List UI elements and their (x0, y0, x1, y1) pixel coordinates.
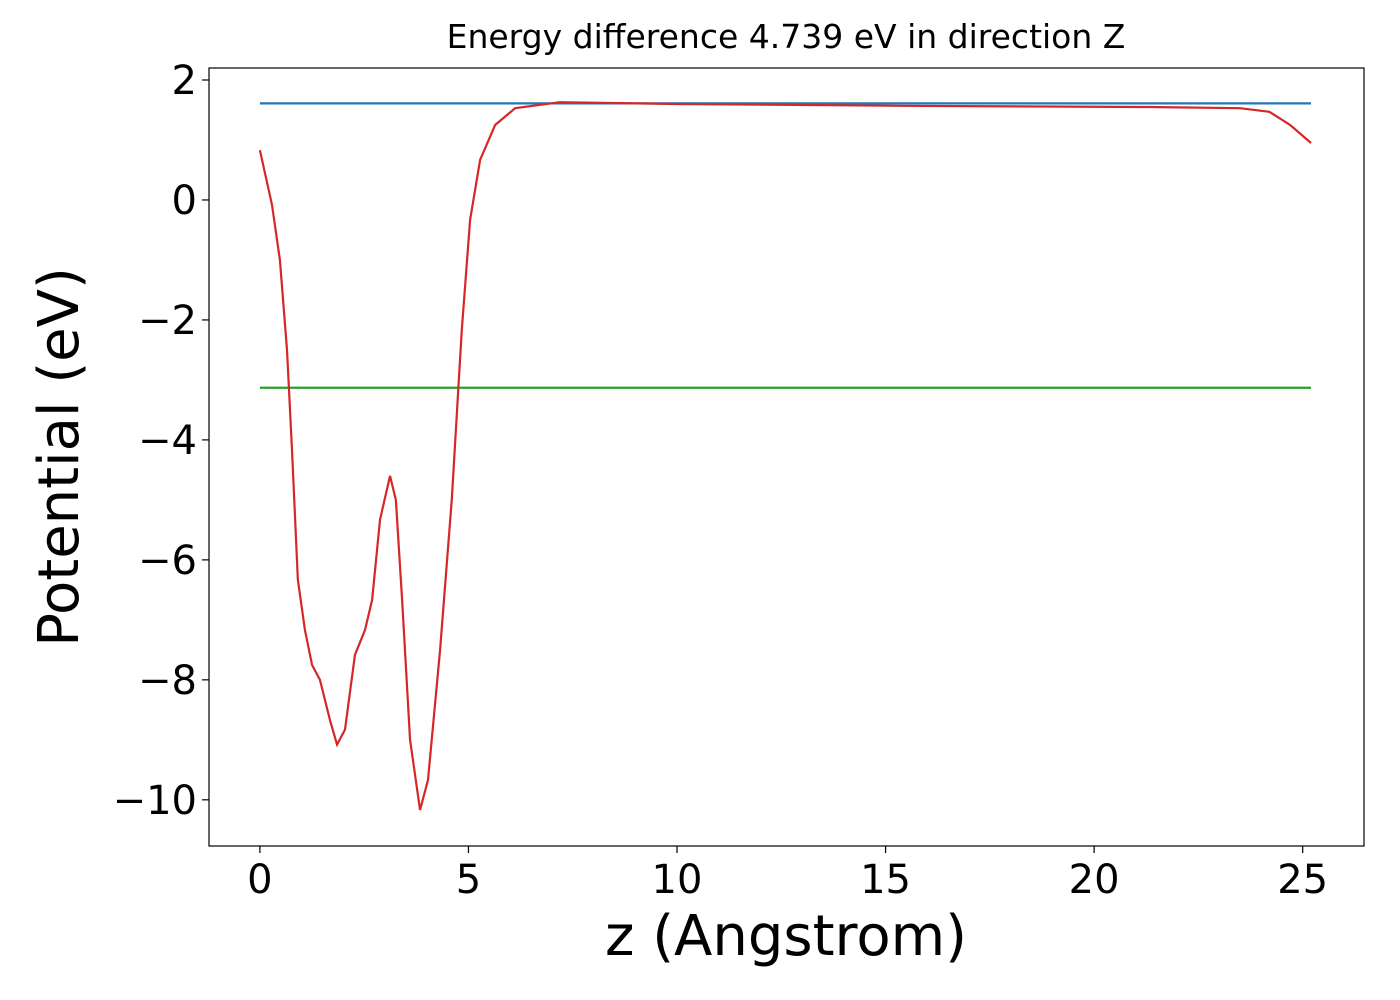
y-tick-label: −2 (138, 298, 197, 344)
plot-frame (208, 67, 1365, 847)
x-axis-label: z (Angstrom) (605, 904, 967, 969)
x-tick-label: 0 (247, 857, 272, 903)
x-tick-label: 20 (1069, 857, 1120, 903)
y-tick-label: 0 (172, 178, 197, 224)
x-tick-label: 5 (456, 857, 481, 903)
x-tick-label: 25 (1277, 857, 1328, 903)
chart-title: Energy difference 4.739 eV in direction … (447, 17, 1126, 56)
y-axis-label: Potential (eV) (27, 267, 92, 647)
y-tick-label: 2 (172, 58, 197, 104)
y-tick-label: −4 (138, 418, 197, 464)
series-line (258, 101, 1312, 811)
y-tick-label: −6 (138, 538, 197, 584)
y-tick-label: −8 (138, 658, 197, 704)
x-tick-label: 10 (652, 857, 703, 903)
y-tick-label: −10 (113, 778, 197, 824)
x-tick-label: 15 (860, 857, 911, 903)
